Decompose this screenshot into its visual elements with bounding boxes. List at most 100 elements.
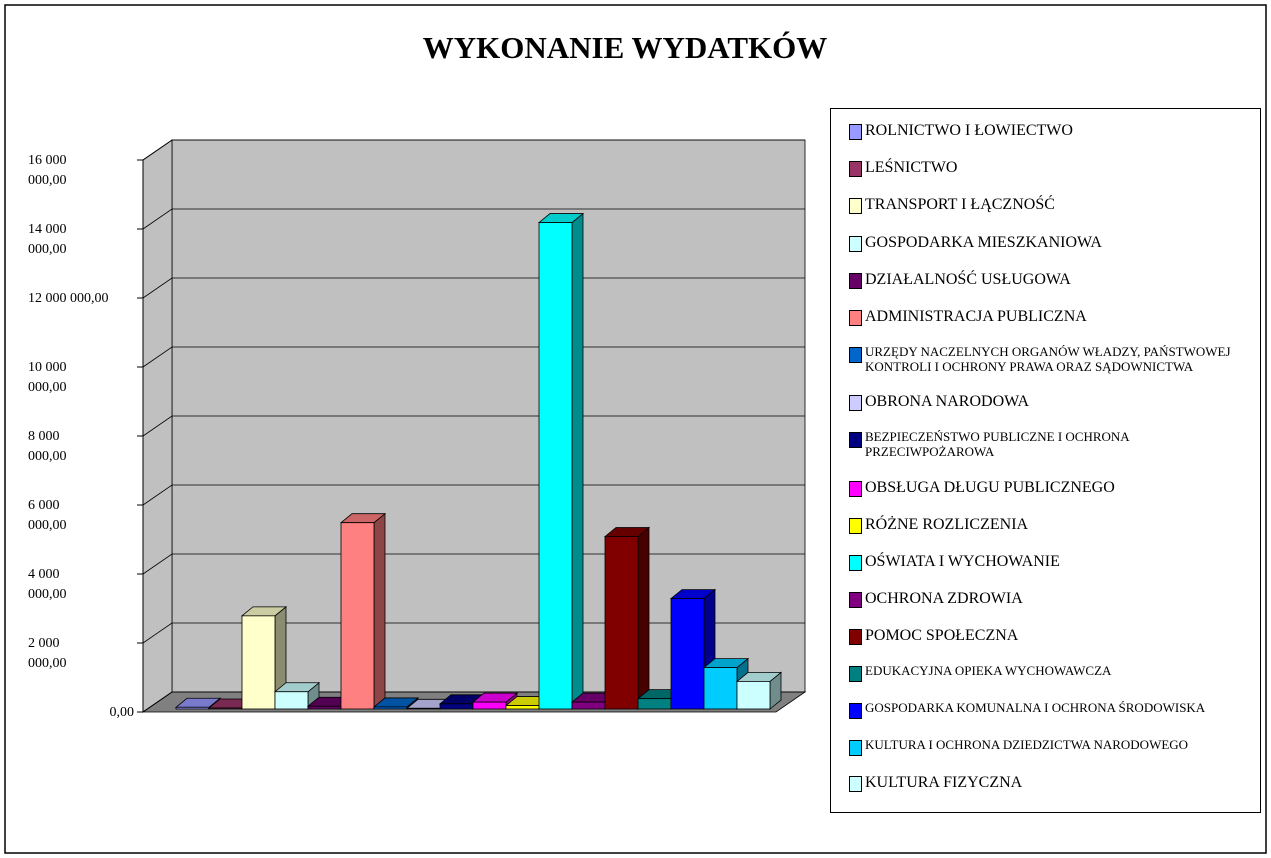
y-tick-label-line: 4 000 [28, 567, 60, 582]
bar [373, 706, 408, 710]
grid-line [142, 691, 805, 713]
legend-item: DZIAŁALNOŚĆ USŁUGOWA [849, 271, 1252, 289]
grid-line [142, 484, 805, 506]
bar [571, 701, 606, 710]
legend-label: KULTURA FIZYCZNA [865, 774, 1023, 792]
y-tick-label-line: 8 000 [28, 429, 60, 444]
y-tick-label-line: 000,00 [28, 449, 67, 464]
bar [208, 707, 243, 710]
grid-line [142, 139, 805, 161]
legend-label: OBRONA NARODOWA [865, 393, 1030, 411]
y-tick-label-line: 000,00 [28, 518, 67, 533]
legend-item: ADMINISTRACJA PUBLICZNA [849, 308, 1252, 326]
bar [175, 706, 210, 710]
grid-line [142, 415, 805, 437]
y-tick-label-line: 000,00 [28, 173, 67, 188]
legend-item: OCHRONA ZDROWIA [849, 590, 1252, 609]
legend-swatch [849, 309, 862, 326]
legend-swatch [849, 235, 862, 252]
legend-label: LEŚNICTWO [865, 159, 958, 177]
bar [505, 705, 540, 710]
y-tick-label-line: 000,00 [28, 242, 67, 257]
chart-border [4, 4, 1267, 854]
bar [637, 698, 672, 710]
bar [538, 222, 573, 710]
bar [439, 703, 474, 710]
legend-swatch [849, 480, 862, 497]
y-tick-label: 6 000 000,00 [28, 498, 67, 533]
legend-swatch [849, 272, 862, 289]
legend-label: KULTURA I OCHRONA DZIEDZICTWA NARODOWEGO [865, 736, 1189, 752]
y-tick-label: 14 000 000,00 [28, 222, 67, 257]
bar [670, 598, 705, 710]
legend-label: OCHRONA ZDROWIA [865, 590, 1023, 608]
legend-swatch [849, 161, 862, 178]
legend-label: TRANSPORT I ŁĄCZNOŚĆ [865, 196, 1055, 214]
legend-swatch [849, 395, 862, 412]
bar [736, 681, 771, 710]
legend-label: BEZPIECZEŃSTWO PUBLICZNE I OCHRONA PRZEC… [865, 429, 1129, 460]
y-tick-label-line: 2 000 [28, 636, 60, 651]
legend-label: EDUKACYJNA OPIEKA WYCHOWAWCZA [865, 663, 1112, 679]
y-tick-label: 0,00 [110, 705, 135, 720]
legend-label: DZIAŁALNOŚĆ USŁUGOWA [865, 270, 1071, 288]
y-tick-label-line: 14 000 [28, 222, 67, 237]
bar [274, 691, 309, 710]
y-tick-label-line: 000,00 [28, 380, 67, 395]
bar [703, 667, 738, 710]
y-tick-label-line: 16 000 [28, 153, 67, 168]
legend-item: KULTURA FIZYCZNA [849, 774, 1252, 793]
bar [241, 615, 276, 710]
grid-line [142, 208, 805, 230]
legend-label: POMOC SPOŁECZNA [865, 627, 1019, 645]
legend-swatch [849, 666, 862, 683]
grid-line [142, 553, 805, 575]
legend-item: EDUKACYJNA OPIEKA WYCHOWAWCZA [849, 663, 1252, 683]
bar [472, 701, 507, 710]
legend-swatch [849, 776, 862, 793]
legend-swatch [849, 629, 862, 646]
legend-item: OBSŁUGA DŁUGU PUBLICZNEGO [849, 479, 1252, 497]
y-tick-label: 4 000 000,00 [28, 567, 67, 602]
legend-swatch [849, 739, 862, 756]
legend-swatch [849, 702, 862, 719]
bar [604, 536, 639, 710]
legend-swatch [849, 592, 862, 609]
legend-swatch [849, 198, 862, 215]
legend-item: URZĘDY NACZELNYCH ORGANÓW WŁADZY, PAŃSTW… [849, 344, 1252, 375]
legend-swatch [849, 124, 862, 141]
legend-item: GOSPODARKA MIESZKANIOWA [849, 234, 1252, 252]
bar-side [571, 212, 584, 710]
y-tick-label: 12 000 000,00 [28, 291, 109, 306]
legend-item: LEŚNICTWO [849, 159, 1252, 178]
legend-label: ROLNICTWO I ŁOWIECTWO [865, 122, 1073, 140]
legend-item: OBRONA NARODOWA [849, 393, 1252, 412]
legend-label: OŚWIATA I WYCHOWANIE [865, 552, 1060, 570]
legend-label: GOSPODARKA MIESZKANIOWA [865, 233, 1102, 251]
y-tick-label-line: 000,00 [28, 587, 67, 602]
legend-label: OBSŁUGA DŁUGU PUBLICZNEGO [865, 478, 1115, 496]
bar-side [637, 526, 650, 710]
y-tick-label-line: 000,00 [28, 656, 67, 671]
y-tick-label: 8 000 000,00 [28, 429, 67, 464]
legend-item: GOSPODARKA KOMUNALNA I OCHRONA ŚRODOWISK… [849, 700, 1252, 719]
legend-item: TRANSPORT I ŁĄCZNOŚĆ [849, 196, 1252, 215]
legend-swatch [849, 517, 862, 534]
y-tick-label: 10 000 000,00 [28, 360, 67, 395]
legend-label: ADMINISTRACJA PUBLICZNA [865, 307, 1087, 325]
legend-item: OŚWIATA I WYCHOWANIE [849, 553, 1252, 571]
bar [340, 522, 375, 710]
legend-item: KULTURA I OCHRONA DZIEDZICTWA NARODOWEGO [849, 736, 1252, 756]
y-tick-label: 16 000 000,00 [28, 153, 67, 188]
grid-line [142, 277, 805, 299]
legend: ROLNICTWO I ŁOWIECTWO LEŚNICTWO TRANSPORT … [830, 108, 1261, 813]
legend-item: POMOC SPOŁECZNA [849, 627, 1252, 646]
grid-line [142, 346, 805, 368]
legend-swatch [849, 554, 862, 571]
y-tick-label-line: 6 000 [28, 498, 60, 513]
legend-swatch [849, 432, 862, 449]
y-tick-label-line: 10 000 [28, 360, 67, 375]
grid-line [142, 622, 805, 644]
